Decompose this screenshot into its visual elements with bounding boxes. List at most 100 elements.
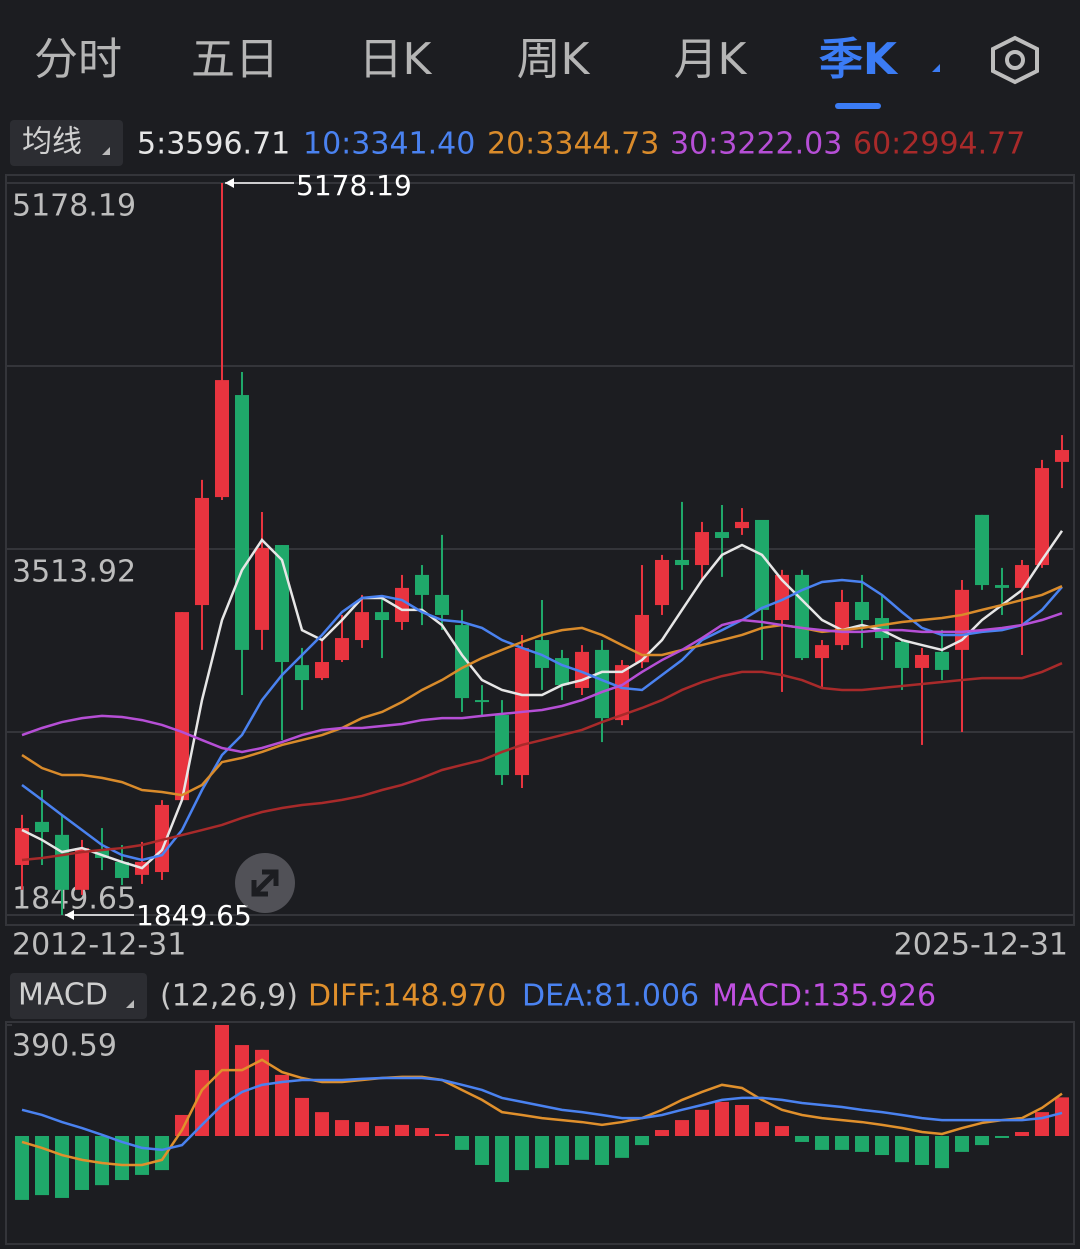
macd-legend-item: MACD:135.926: [712, 979, 936, 1014]
candle-body: [375, 612, 389, 621]
candle-body: [635, 614, 649, 663]
tab[interactable]: 周K: [517, 34, 591, 85]
macd-bar: [995, 1135, 1009, 1138]
macd-legend-item: (12,26,9): [160, 979, 298, 1014]
tab[interactable]: 分时: [34, 34, 122, 85]
candle-body: [775, 574, 789, 621]
candle-body: [35, 821, 49, 833]
candle-body: [495, 715, 509, 776]
macd-bar: [855, 1135, 869, 1152]
macd-bar: [555, 1135, 569, 1165]
candle-body: [295, 665, 309, 681]
candle-body: [255, 547, 269, 630]
macd-bar: [15, 1135, 29, 1200]
macd-bar: [575, 1135, 589, 1160]
macd-selector-box[interactable]: [10, 973, 147, 1019]
candle-body: [715, 532, 729, 538]
ma-line: [21, 578, 1063, 862]
candle-body: [15, 828, 29, 866]
macd-bar: [55, 1135, 69, 1198]
macd-selector[interactable]: MACD: [18, 978, 108, 1013]
ma-legend-item: 60:2994.77: [853, 127, 1025, 162]
macd-bar: [475, 1135, 489, 1165]
tab-underline: [835, 103, 881, 109]
macd-bar: [315, 1112, 329, 1136]
candle-body: [215, 380, 229, 498]
candle-body: [755, 519, 769, 610]
macd-bar: [955, 1135, 969, 1152]
candle-body: [735, 521, 749, 529]
candle-body: [415, 574, 429, 595]
candle-body: [455, 625, 469, 699]
macd-legend-item: DIFF:148.970: [308, 979, 506, 1014]
tab[interactable]: 月K: [674, 34, 748, 85]
y-tick-label: 1849.65: [12, 882, 136, 917]
candle-body: [915, 654, 929, 668]
candle-body: [975, 514, 989, 586]
candle-body: [195, 497, 209, 606]
candle-body: [855, 601, 869, 621]
candle-body: [75, 848, 89, 890]
candle-body: [695, 532, 709, 566]
candle-body: [995, 585, 1009, 588]
macd-bar: [275, 1074, 289, 1136]
macd-bar: [835, 1135, 849, 1150]
candle-body: [355, 612, 369, 641]
candle-body: [555, 658, 569, 686]
ma-selector-box[interactable]: [10, 120, 123, 166]
macd-bar: [1055, 1097, 1069, 1136]
macd-bar: [675, 1120, 689, 1136]
macd-bar: [795, 1135, 809, 1142]
macd-chart: 390.59: [6, 1024, 1069, 1200]
macd-bar: [255, 1049, 269, 1136]
macd-bar: [355, 1122, 369, 1136]
tab[interactable]: 五日: [191, 34, 279, 85]
candle-body: [235, 395, 249, 650]
macd-bar: [635, 1135, 649, 1146]
macd-bar: [655, 1130, 669, 1136]
macd-bar: [895, 1135, 909, 1163]
ma-selector[interactable]: 均线: [22, 125, 82, 160]
y-tick-label: 390.59: [12, 1029, 117, 1064]
macd-bar: [935, 1135, 949, 1169]
candle-body: [55, 834, 69, 890]
macd-legend: (12,26,9) DIFF:148.970 DEA:81.006 MACD:135.…: [160, 979, 936, 1014]
macd-bar: [615, 1135, 629, 1158]
ma-legend-item: 5:3596.71: [137, 127, 290, 162]
candle-body: [615, 665, 629, 721]
y-tick-label: 5178.19: [12, 189, 136, 224]
macd-bar: [775, 1126, 789, 1136]
ma-line: [21, 585, 1063, 797]
tab[interactable]: 季K: [819, 34, 899, 85]
expand-glyph: [251, 869, 279, 897]
macd-bar: [215, 1025, 229, 1136]
candle-body: [655, 559, 669, 606]
candle-body: [1035, 468, 1049, 566]
candle-body: [895, 642, 909, 668]
dropdown-arrow: [102, 147, 110, 155]
ma-line: [21, 530, 1064, 870]
candle-body: [395, 587, 409, 622]
ma-legend: 5:3596.71 10:3341.40 20:3344.73 30:3222.03 6…: [137, 127, 1025, 162]
ma-line: [21, 612, 1063, 754]
settings-icon[interactable]: [991, 35, 1039, 85]
macd-bar: [875, 1135, 889, 1156]
macd-bar: [1015, 1132, 1029, 1136]
x-tick-label: 2012-12-31: [12, 928, 186, 963]
macd-bar: [815, 1135, 829, 1150]
macd-bar: [135, 1135, 149, 1175]
macd-bar: [455, 1135, 469, 1150]
macd-bar: [415, 1128, 429, 1136]
candle-body: [675, 559, 689, 566]
annotation-arrowhead: [65, 910, 74, 920]
tab[interactable]: 日K: [359, 34, 433, 85]
candle-body: [595, 649, 609, 719]
macd-bar: [975, 1135, 989, 1146]
tab-bar: 分时 五日 日K 周K 月K 季K: [34, 34, 940, 109]
expand-button[interactable]: [235, 853, 295, 913]
macd-bar: [375, 1126, 389, 1136]
gear-center: [1005, 50, 1025, 70]
ma-legend-item: 10:3341.40: [303, 127, 475, 162]
